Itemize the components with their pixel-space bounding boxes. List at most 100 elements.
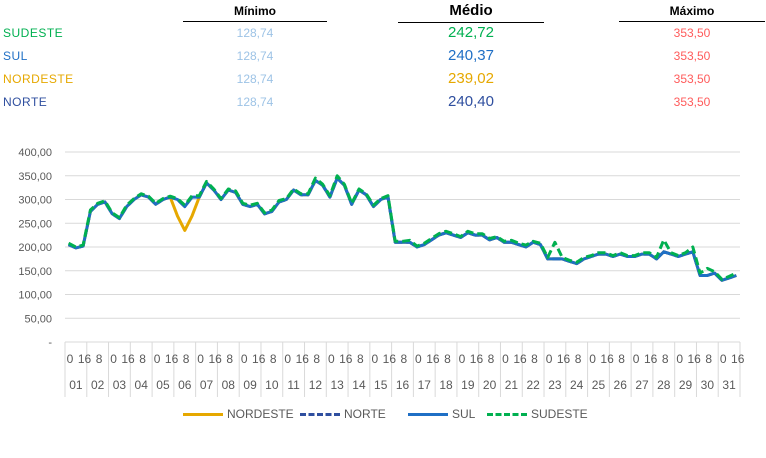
x-day-label: 29 [679, 378, 693, 392]
x-day-label: 05 [156, 378, 170, 392]
y-tick-label: 50,00 [24, 313, 52, 325]
series-line-nordeste [67, 176, 737, 282]
region-label: SUDESTE [3, 26, 64, 40]
x-day-label: 02 [91, 378, 105, 392]
x-day-label: 14 [352, 378, 366, 392]
x-day-label: 25 [592, 378, 606, 392]
x-day-label: 18 [439, 378, 453, 392]
x-day-label: 21 [505, 378, 519, 392]
x-hour-label: 0 [241, 352, 248, 366]
min-value: 128,74 [236, 72, 274, 86]
x-hour-label: 0 [154, 352, 161, 366]
x-day-label: 03 [113, 378, 127, 392]
x-hour-label: 8 [357, 352, 364, 366]
x-day-label: 06 [178, 378, 192, 392]
x-day-label: 12 [309, 378, 323, 392]
legend-item: SUL [408, 407, 475, 421]
y-tick-label: - [48, 337, 52, 349]
x-hour-label: 8 [618, 352, 625, 366]
x-hour-label: 8 [705, 352, 712, 366]
avg-value: 242,72 [448, 24, 494, 41]
legend-item: SUDESTE [487, 407, 588, 421]
legend-swatch [487, 412, 527, 416]
x-hour-label: 16 [383, 352, 397, 366]
y-tick-label: 300,00 [18, 195, 52, 207]
x-day-label: 28 [657, 378, 671, 392]
legend-swatch [183, 412, 223, 416]
y-tick-label: 250,00 [18, 218, 52, 230]
x-day-label: 23 [548, 378, 562, 392]
x-hour-label: 8 [401, 352, 408, 366]
x-hour-label: 8 [96, 352, 103, 366]
x-day-label: 31 [722, 378, 736, 392]
x-hour-label: 16 [557, 352, 571, 366]
series-line-sudeste [67, 174, 738, 281]
x-hour-label: 0 [546, 352, 553, 366]
x-hour-label: 0 [459, 352, 466, 366]
x-hour-label: 16 [426, 352, 440, 366]
x-hour-label: 16 [165, 352, 179, 366]
series-line-norte [67, 176, 737, 282]
region-label: SUL [3, 49, 28, 63]
y-tick-label: 200,00 [18, 242, 52, 254]
x-hour-label: 0 [720, 352, 727, 366]
x-day-label: 08 [222, 378, 236, 392]
x-hour-label: 16 [513, 352, 527, 366]
x-day-label: 20 [483, 378, 497, 392]
x-day-label: 15 [374, 378, 388, 392]
header-avg: Médio [398, 2, 544, 23]
region-label: NORTE [3, 95, 48, 109]
x-hour-label: 8 [270, 352, 277, 366]
max-value: 353,50 [673, 95, 711, 109]
x-day-label: 10 [265, 378, 279, 392]
legend-item: NORTE [300, 407, 386, 421]
header-max: Máximo [619, 4, 765, 22]
x-hour-label: 0 [197, 352, 204, 366]
x-hour-label: 0 [328, 352, 335, 366]
max-value: 353,50 [673, 72, 711, 86]
x-hour-label: 16 [252, 352, 266, 366]
x-hour-label: 16 [121, 352, 135, 366]
x-day-label: 07 [200, 378, 214, 392]
x-hour-label: 8 [139, 352, 146, 366]
x-hour-label: 0 [415, 352, 422, 366]
x-day-label: 26 [614, 378, 628, 392]
x-day-label: 27 [635, 378, 649, 392]
x-hour-label: 16 [688, 352, 702, 366]
x-day-label: 01 [69, 378, 83, 392]
x-day-label: 22 [526, 378, 540, 392]
x-hour-label: 8 [226, 352, 233, 366]
min-value: 128,74 [236, 95, 274, 109]
min-value: 128,74 [236, 49, 274, 63]
legend-label: SUDESTE [531, 407, 588, 421]
x-hour-label: 16 [296, 352, 310, 366]
x-day-label: 16 [396, 378, 410, 392]
y-tick-label: 150,00 [18, 266, 52, 278]
x-hour-label: 8 [313, 352, 320, 366]
x-hour-label: 0 [676, 352, 683, 366]
x-hour-label: 16 [208, 352, 222, 366]
x-day-label: 17 [418, 378, 432, 392]
legend-swatch [300, 412, 340, 416]
x-day-label: 13 [330, 378, 344, 392]
x-hour-label: 16 [731, 352, 745, 366]
max-value: 353,50 [673, 49, 711, 63]
x-hour-label: 0 [110, 352, 117, 366]
x-day-label: 19 [461, 378, 475, 392]
x-hour-label: 8 [531, 352, 538, 366]
x-hour-label: 8 [575, 352, 582, 366]
x-hour-label: 0 [589, 352, 596, 366]
legend-label: SUL [452, 407, 476, 421]
x-hour-label: 0 [67, 352, 74, 366]
x-day-label: 09 [243, 378, 257, 392]
x-hour-label: 16 [644, 352, 658, 366]
min-value: 128,74 [236, 26, 274, 40]
x-hour-label: 0 [502, 352, 509, 366]
avg-value: 240,40 [448, 93, 494, 110]
x-day-label: 24 [570, 378, 584, 392]
region-label: NORDESTE [3, 72, 74, 86]
x-hour-label: 16 [78, 352, 92, 366]
x-hour-label: 16 [470, 352, 484, 366]
x-hour-label: 8 [183, 352, 190, 366]
